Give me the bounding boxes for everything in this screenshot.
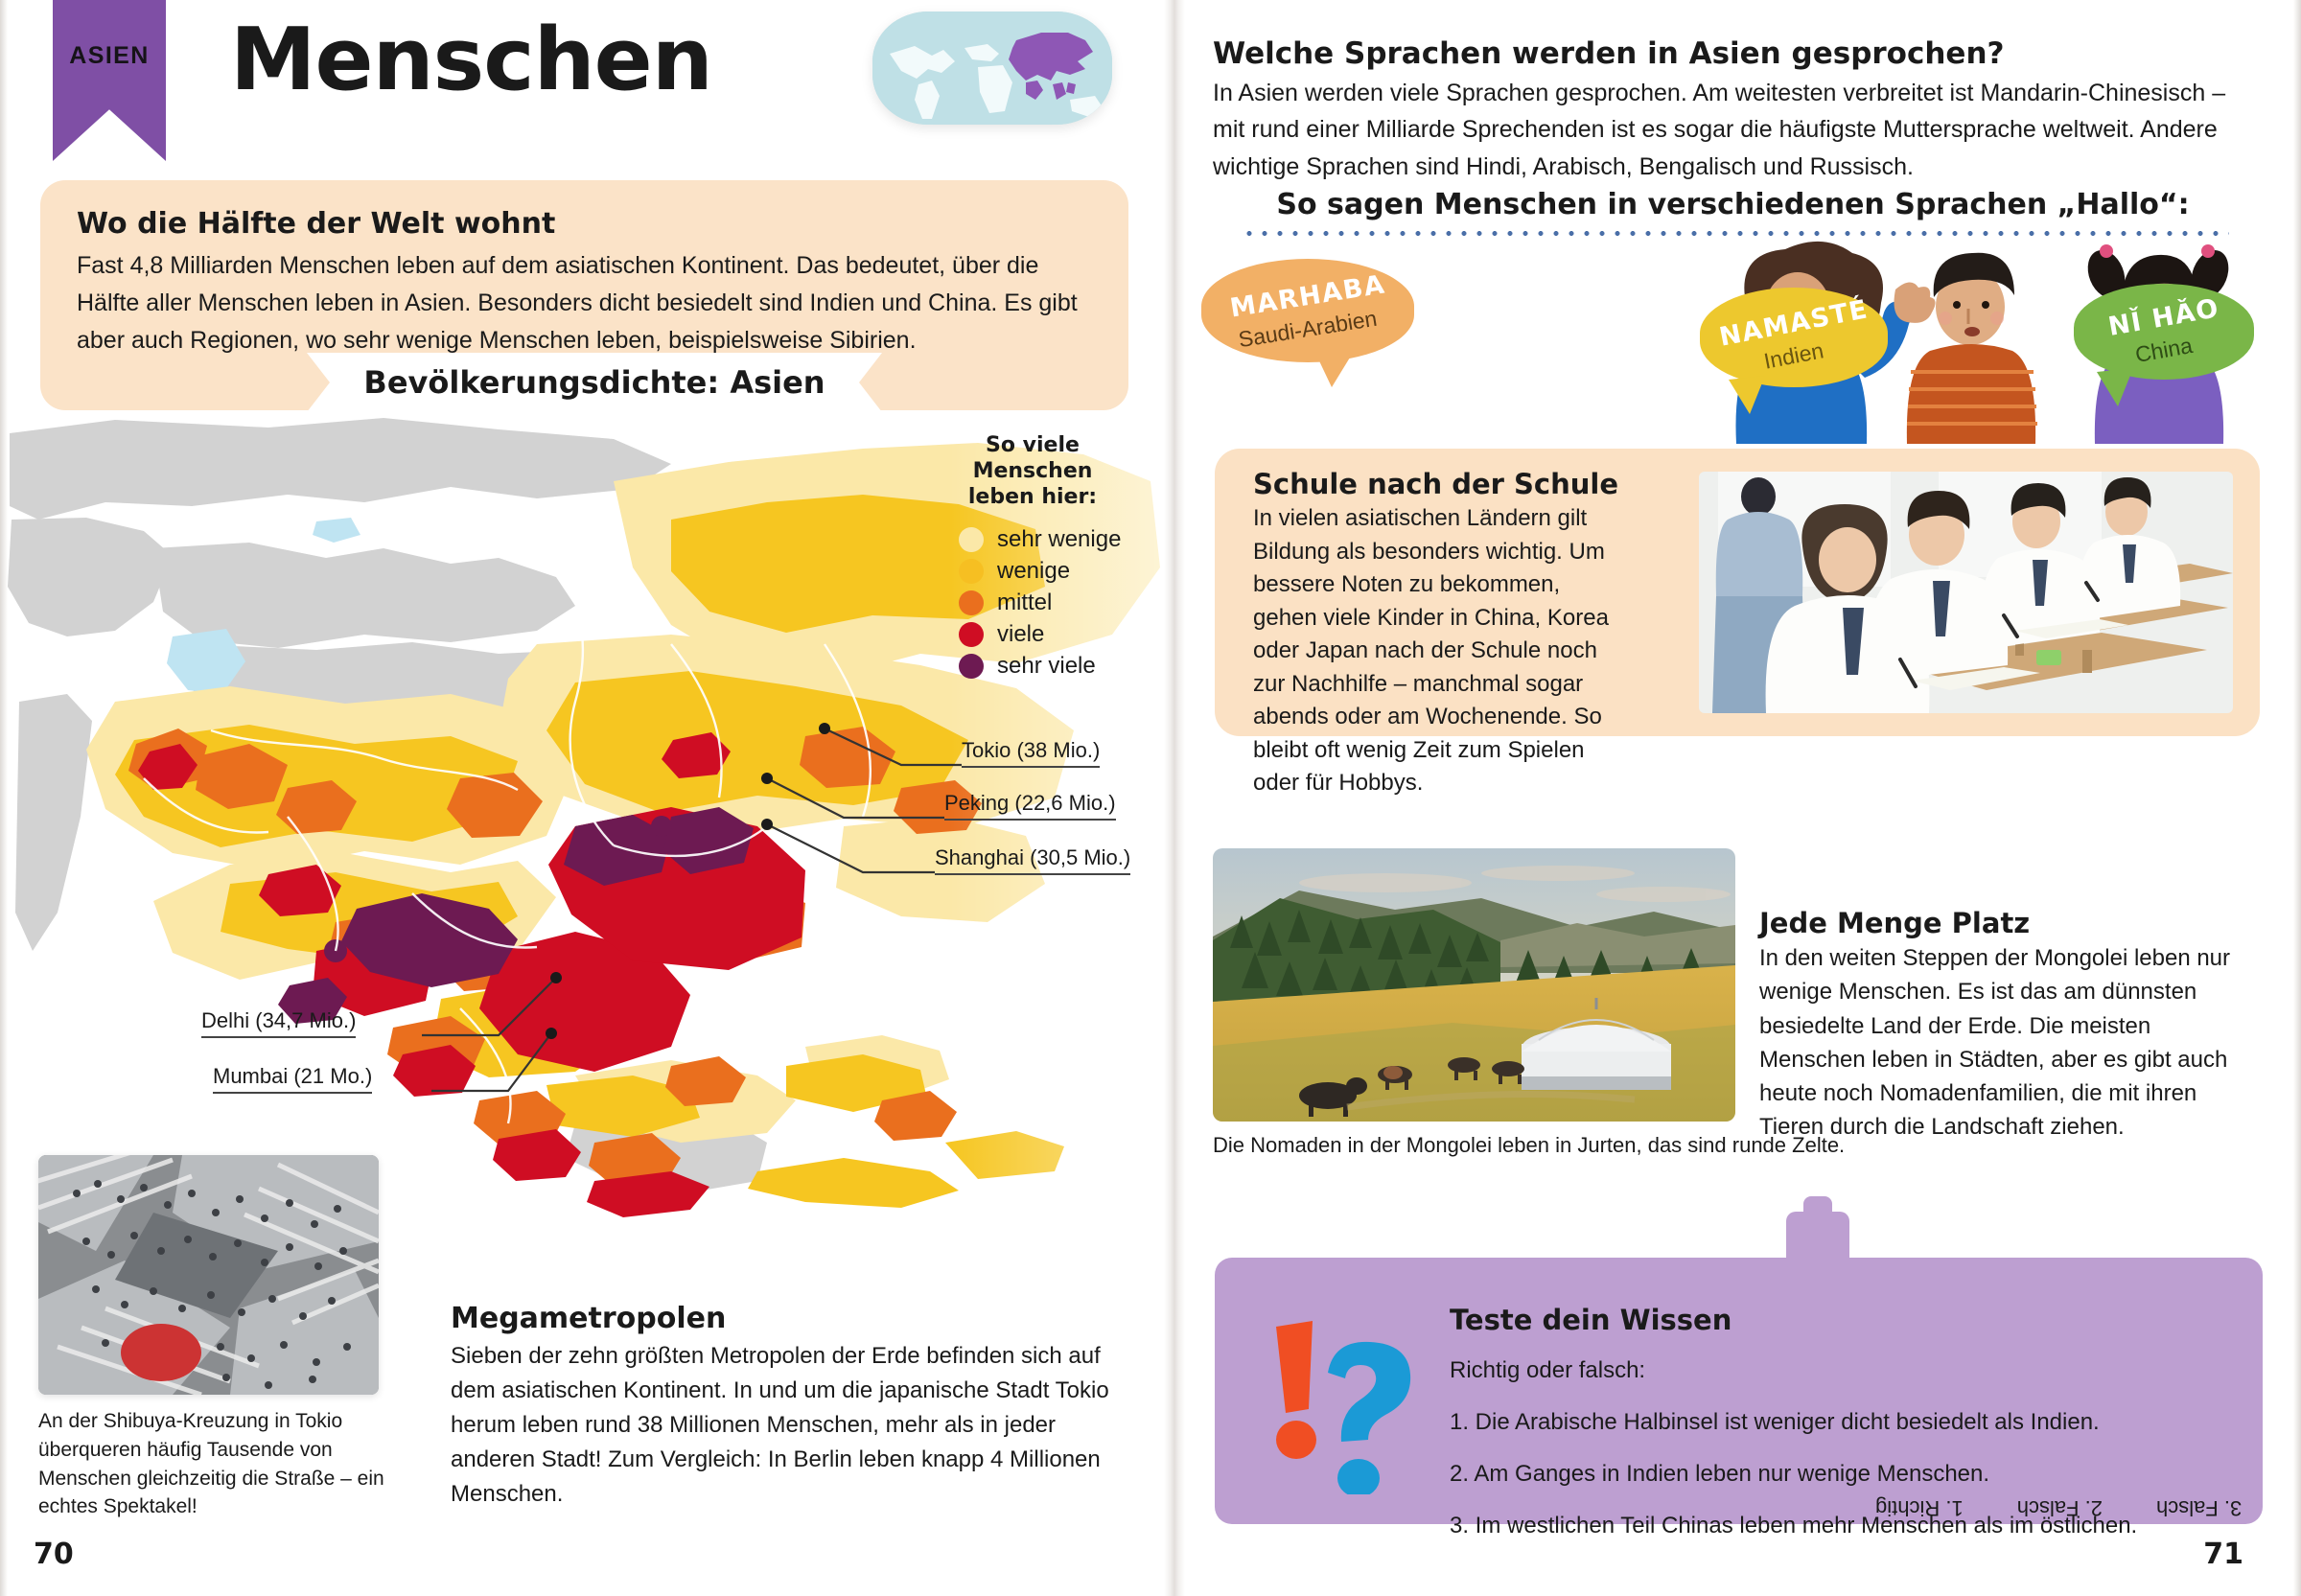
legend-item: sehr viele [959,650,1143,682]
languages-heading: Welche Sprachen werden in Asien gesproch… [1213,36,2005,71]
mongolian-steppe-photo [1213,848,1735,1122]
page-number-right: 71 [2203,1538,2243,1571]
quiz-question-1: 1. Die Arabische Halbinsel ist weniger d… [1450,1409,2100,1435]
quiz-tab-notch [1786,1196,1849,1265]
quiz-answer-3: 3. Falsch [2155,1496,2242,1520]
legend-title-line2: leben hier: [967,484,1098,509]
school-body: In vielen asiatischen Ländern gilt Bildu… [1253,505,1609,797]
page-left: ASIEN Menschen [0,0,1174,1596]
legend-swatch-icon [959,558,984,584]
legend-swatch-icon [959,526,984,552]
quiz-question-2: 2. Am Ganges in Indien leben nur wenige … [1450,1461,1990,1487]
japanese-classroom-photo [1699,472,2233,713]
shibuya-caption: An der Shibuya-Kreuzung in Tokio überque… [38,1410,384,1518]
intro-body: Fast 4,8 Milliarden Menschen leben auf d… [77,252,1078,354]
greeting-bubble-china: NǏ HǍO China [2074,284,2254,406]
mongolia-caption: Die Nomaden in der Mongolei leben in Jur… [1213,1133,1846,1157]
quiz-heading: Teste dein Wissen [1450,1304,1732,1336]
quiz-answer-2: 2. Falsch [2016,1496,2103,1520]
exclamation-question-icon [1270,1317,1424,1497]
school-text: Schule nach der Schule In vielen asiatis… [1253,468,1627,800]
legend-items: sehr wenige wenige mittel viele sehr vie… [922,523,1143,682]
chapter-ribbon: ASIEN [53,0,166,161]
quiz-answer-1: 1. Richtig [1874,1496,1964,1520]
languages-body: In Asien werden viele Sprachen gesproche… [1213,80,2226,180]
megametropolen-section: Megametropolen Sieben der zehn größten M… [451,1302,1122,1512]
legend-label: sehr wenige [997,525,1122,552]
legend-title-line1: So viele Menschen [972,433,1093,483]
quiz-content: Teste dein Wissen Richtig oder falsch: 1… [1450,1304,2217,1539]
legend-item: viele [959,618,1143,650]
page-right: Welche Sprachen werden in Asien gesproch… [1174,0,2301,1596]
city-callout-shanghai: Shanghai (30,5 Mio.) [935,845,1131,875]
quiz-prompt: Richtig oder falsch: [1450,1357,1646,1383]
megametropolen-body: Sieben der zehn größten Metropolen der E… [451,1343,1109,1507]
legend-swatch-icon [959,653,984,679]
legend-label: sehr viele [997,652,1096,679]
page-number-left: 70 [34,1538,74,1571]
dotted-divider [1242,230,2229,237]
quiz-panel: Teste dein Wissen Richtig oder falsch: 1… [1204,1196,2273,1538]
shibuya-crossing-photo [38,1155,379,1395]
city-callout-mumbai: Mumbai (21 Mo.) [213,1064,373,1094]
legend-item: mittel [959,587,1143,618]
quiz-question-3: 3. Im westlichen Teil Chinas leben mehr … [1450,1513,2138,1538]
platz-body: In den weiten Steppen der Mongolei leben… [1759,945,2231,1141]
legend-swatch-icon [959,621,984,647]
legend-label: viele [997,620,1045,647]
page-edge-left [0,0,8,1596]
megametropolen-heading: Megametropolen [451,1302,727,1335]
city-callout-peking: Peking (22,6 Mio.) [944,791,1116,821]
greetings-subheading: So sagen Menschen in verschiedenen Sprac… [1276,188,2190,221]
page-edge-right [2293,0,2301,1596]
school-panel: Schule nach der Schule In vielen asiatis… [1215,449,2260,796]
map-legend: So viele Menschen leben hier: sehr wenig… [922,433,1143,682]
quiz-answers: 3. Falsch 2. Falsch 1. Richtig [1875,1495,2242,1520]
map-title-banner: Bevölkerungsdichte: Asien [307,353,882,412]
greeting-bubble-india: NAMASTÉ Indien [1700,288,1888,414]
world-globe-icon [872,12,1112,125]
legend-label: mittel [997,589,1053,615]
city-callout-tokio: Tokio (38 Mio.) [962,738,1101,768]
school-heading: Schule nach der Schule [1253,468,1619,500]
legend-label: wenige [997,557,1071,584]
platz-heading: Jede Menge Platz [1759,907,2031,939]
intro-panel: Wo die Hälfte der Welt wohnt Fast 4,8 Mi… [40,180,1128,412]
intro-heading: Wo die Hälfte der Welt wohnt [77,207,556,241]
page-title: Menschen [230,10,713,110]
chapter-ribbon-label: ASIEN [69,42,150,69]
jede-menge-platz-section: Jede Menge Platz In den weiten Steppen d… [1759,907,2258,1145]
kids-illustration [1184,238,2301,444]
city-callout-delhi: Delhi (34,7 Mio.) [201,1008,357,1038]
map-title-text: Bevölkerungsdichte: Asien [363,364,825,401]
languages-section: Welche Sprachen werden in Asien gesproch… [1213,36,2253,185]
legend-item: sehr wenige [959,523,1143,555]
legend-item: wenige [959,555,1143,587]
legend-swatch-icon [959,590,984,615]
greeting-bubble-saudi: MARHABA Saudi-Arabien [1201,259,1414,387]
